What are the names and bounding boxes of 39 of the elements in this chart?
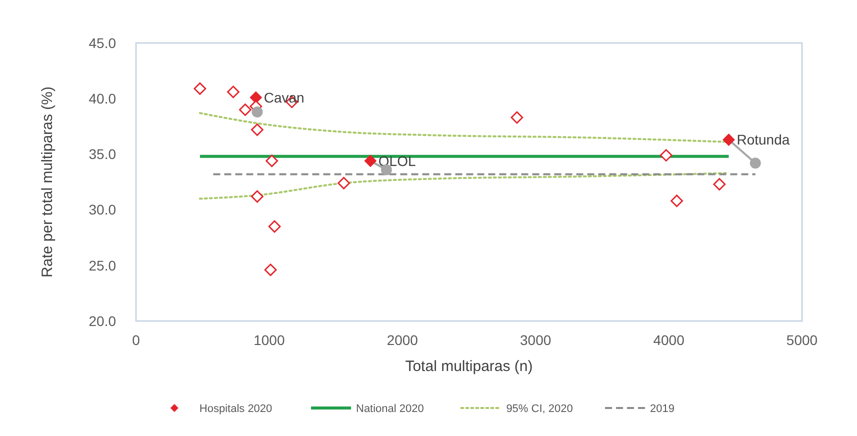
x-tick-label: 3000 — [520, 332, 552, 348]
point — [660, 149, 672, 162]
point — [252, 106, 263, 118]
data-label: Rotunda — [736, 132, 790, 148]
point — [268, 220, 281, 233]
y-tick-label: 35.0 — [88, 146, 116, 162]
y-tick-label: 25.0 — [88, 257, 116, 274]
legend-label: 2019 — [650, 403, 674, 415]
x-tick-label: 5000 — [786, 332, 818, 348]
point — [227, 86, 240, 98]
point — [239, 104, 252, 116]
legend-label: Hospitals 2020 — [199, 403, 272, 415]
x-tick-label: 0 — [132, 332, 140, 348]
y-tick-label: 45.0 — [88, 34, 116, 51]
data-label: OLOL — [378, 152, 416, 169]
x-tick-label: 2000 — [386, 332, 418, 348]
point — [266, 154, 278, 168]
x-tick-label: 4000 — [653, 332, 685, 348]
y-tick-label: 20.0 — [88, 312, 116, 329]
point — [750, 158, 761, 169]
point — [364, 154, 376, 167]
point — [251, 124, 264, 136]
point — [194, 82, 206, 95]
point — [670, 194, 683, 208]
point — [338, 176, 350, 190]
point — [713, 178, 726, 190]
y-axis-title: Rate per total multiparas (%) — [39, 86, 56, 278]
point — [250, 91, 262, 104]
x-axis-title: Total multiparas (n) — [405, 358, 533, 375]
legend-label: 95% CI, 2020 — [506, 403, 573, 415]
point — [510, 111, 524, 124]
point — [264, 264, 277, 276]
y-tick-label: 30.0 — [88, 202, 116, 218]
legend-label: National 2020 — [356, 403, 424, 415]
data-label: Cavan — [264, 89, 304, 106]
x-tick-label: 1000 — [254, 332, 285, 348]
y-tick-label: 40.0 — [88, 90, 116, 106]
point — [722, 134, 735, 146]
point — [251, 190, 264, 203]
